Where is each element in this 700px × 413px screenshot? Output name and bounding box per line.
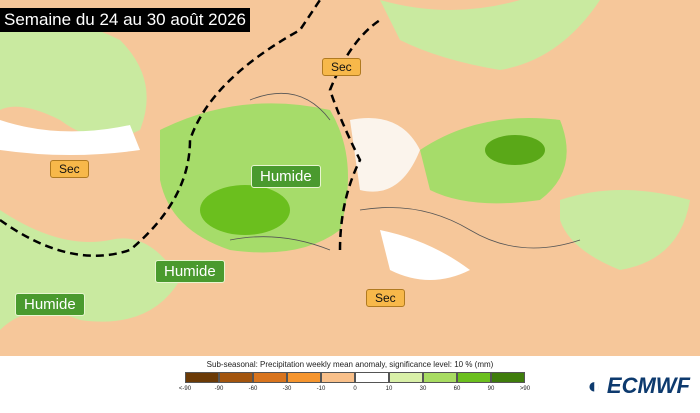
legend-tick: -90: [214, 386, 224, 392]
area-neutral: [350, 118, 420, 192]
legend-tick: -10: [316, 386, 326, 392]
map: [0, 0, 700, 356]
legend-swatch: [287, 372, 321, 383]
legend-tick: 60: [453, 386, 461, 392]
area-wet-strong: [485, 135, 545, 165]
legend-tick: 30: [419, 386, 427, 392]
legend-tick: 0: [353, 386, 357, 392]
area-neutral: [380, 230, 470, 280]
map-title: Semaine du 24 au 30 août 2026: [0, 8, 250, 32]
label-dry: Sec: [366, 289, 405, 307]
coastline: [229, 93, 581, 251]
legend-ticks: <-90 -90 -60 -30 -10 0 10 30 60 90 >90: [179, 386, 530, 396]
area-neutral: [0, 120, 140, 155]
legend-swatch: [389, 372, 423, 383]
label-wet: Humide: [155, 260, 225, 283]
label-dry: Sec: [322, 58, 361, 76]
area-wet: [380, 0, 600, 70]
label-wet: Humide: [251, 165, 321, 188]
logo: ◐ ECMWF: [587, 373, 691, 398]
legend-swatch: [355, 372, 389, 383]
legend-swatch: [321, 372, 355, 383]
legend-tick: -60: [248, 386, 258, 392]
label-wet: Humide: [15, 293, 85, 316]
legend-caption: Sub-seasonal: Precipitation weekly mean …: [206, 360, 494, 369]
area-wet-strong: [200, 185, 290, 235]
area-wet: [560, 190, 690, 270]
legend-tick: >90: [519, 386, 531, 392]
logo-text: ECMWF: [606, 373, 690, 398]
area-wet: [0, 17, 147, 138]
legend-swatch: [219, 372, 253, 383]
legend: [185, 372, 525, 383]
legend-tick: 90: [487, 386, 495, 392]
significance-line: [0, 0, 322, 257]
legend-tick: <-90: [178, 386, 192, 392]
legend-swatch: [457, 372, 491, 383]
legend-swatch: [423, 372, 457, 383]
label-dry: Sec: [50, 160, 89, 178]
legend-tick: 10: [385, 386, 393, 392]
significance-line: [328, 18, 381, 251]
legend-swatch: [491, 372, 525, 383]
legend-swatch: [185, 372, 219, 383]
legend-swatch: [253, 372, 287, 383]
legend-tick: -30: [282, 386, 292, 392]
